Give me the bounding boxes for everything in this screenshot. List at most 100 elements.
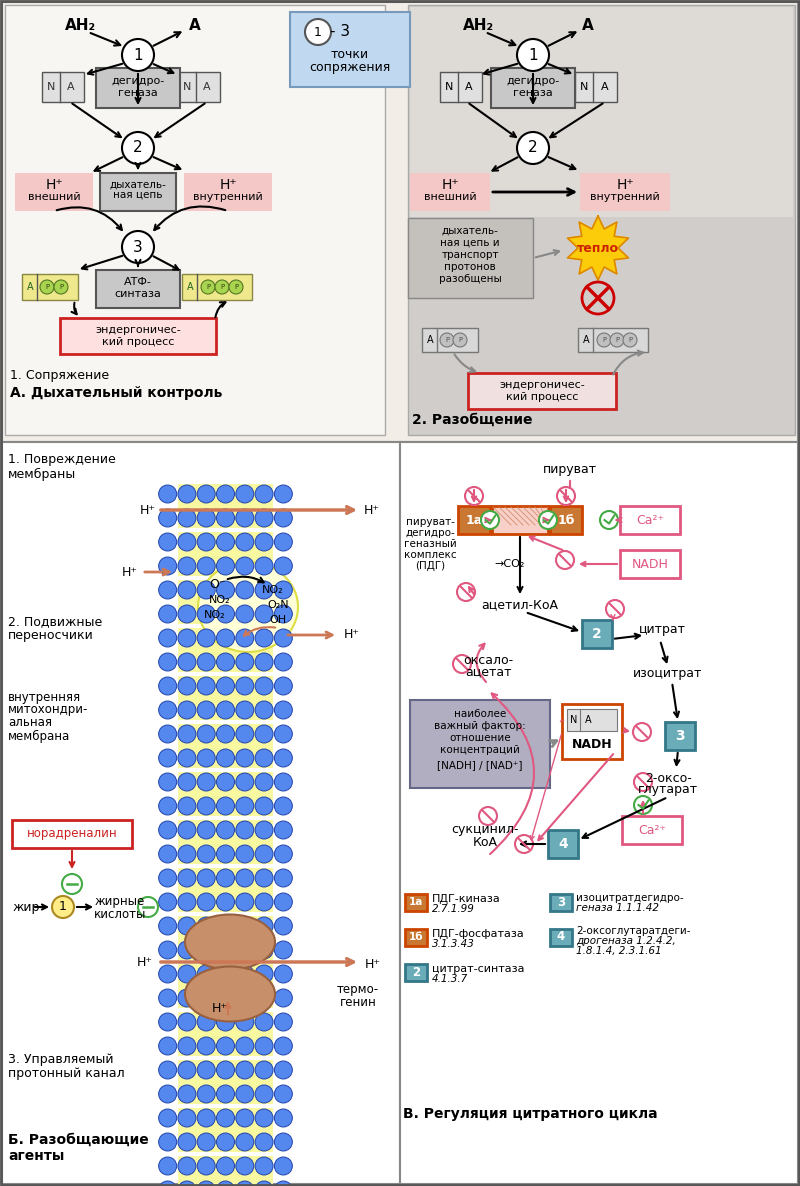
Bar — [550, 506, 582, 534]
Text: КоА: КоА — [473, 835, 498, 848]
Circle shape — [255, 1037, 273, 1056]
Circle shape — [274, 844, 292, 863]
Text: Н⁺: Н⁺ — [45, 178, 63, 192]
Circle shape — [217, 1013, 234, 1031]
Circle shape — [158, 1181, 177, 1186]
Text: 1б: 1б — [558, 514, 574, 527]
Text: пируват: пируват — [543, 464, 597, 477]
Circle shape — [236, 1109, 254, 1127]
Text: А: А — [582, 18, 594, 32]
Polygon shape — [567, 216, 629, 280]
Bar — [468, 374, 616, 409]
Circle shape — [158, 1109, 177, 1127]
Text: A: A — [26, 282, 34, 292]
Circle shape — [158, 917, 177, 935]
Bar — [42, 72, 84, 102]
Circle shape — [305, 19, 331, 45]
Bar — [178, 868, 273, 912]
Text: комплекс: комплекс — [404, 550, 456, 560]
Text: 3. Управляемый: 3. Управляемый — [8, 1053, 114, 1066]
Text: жирные: жирные — [95, 895, 145, 908]
Circle shape — [255, 1061, 273, 1079]
Circle shape — [178, 773, 196, 791]
Text: норадреналин: норадреналин — [26, 828, 118, 841]
Circle shape — [255, 1085, 273, 1103]
Text: отношение: отношение — [449, 733, 511, 742]
Circle shape — [236, 581, 254, 599]
Text: N: N — [47, 82, 55, 93]
Bar — [178, 580, 273, 624]
Text: 2-оксо-: 2-оксо- — [645, 772, 691, 784]
Circle shape — [198, 605, 215, 623]
Circle shape — [255, 750, 273, 767]
Circle shape — [600, 511, 618, 529]
Text: 1а: 1а — [409, 897, 423, 907]
Circle shape — [255, 1109, 273, 1127]
Text: P: P — [45, 283, 49, 291]
Circle shape — [255, 557, 273, 575]
Text: N: N — [445, 82, 453, 93]
Text: P: P — [602, 337, 606, 343]
Circle shape — [217, 533, 234, 551]
Circle shape — [236, 1133, 254, 1150]
Circle shape — [178, 1061, 196, 1079]
Text: Н⁺: Н⁺ — [365, 958, 381, 971]
Circle shape — [178, 869, 196, 887]
Circle shape — [198, 869, 215, 887]
Bar — [491, 68, 575, 108]
Circle shape — [217, 725, 234, 742]
Text: пируват-: пируват- — [406, 517, 454, 527]
Circle shape — [217, 677, 234, 695]
Circle shape — [274, 797, 292, 815]
Circle shape — [158, 844, 177, 863]
Text: 2: 2 — [528, 140, 538, 155]
Bar — [178, 1156, 273, 1186]
Circle shape — [217, 917, 234, 935]
Circle shape — [198, 509, 215, 527]
Circle shape — [217, 940, 234, 959]
Bar — [96, 68, 180, 108]
Circle shape — [274, 940, 292, 959]
Text: изоцитратдегидро-: изоцитратдегидро- — [576, 893, 684, 903]
Circle shape — [255, 1158, 273, 1175]
Circle shape — [255, 821, 273, 839]
Circle shape — [255, 605, 273, 623]
Text: Н⁺: Н⁺ — [212, 1002, 228, 1015]
Bar — [562, 704, 622, 759]
Bar — [410, 700, 550, 788]
Text: NADH: NADH — [631, 557, 669, 570]
Circle shape — [255, 869, 273, 887]
Text: внешний: внешний — [424, 192, 476, 202]
Bar — [15, 173, 93, 211]
Circle shape — [274, 750, 292, 767]
Text: A: A — [67, 82, 75, 93]
Circle shape — [274, 1109, 292, 1127]
Bar — [410, 173, 490, 211]
Circle shape — [606, 600, 624, 618]
Text: ная цепь и: ная цепь и — [440, 238, 500, 248]
Circle shape — [274, 677, 292, 695]
Circle shape — [217, 701, 234, 719]
Text: внутренний: внутренний — [193, 192, 263, 202]
Circle shape — [229, 280, 243, 294]
Circle shape — [198, 1061, 215, 1079]
Ellipse shape — [185, 967, 275, 1021]
Circle shape — [158, 1037, 177, 1056]
Bar — [178, 723, 273, 769]
Circle shape — [634, 773, 652, 791]
Circle shape — [610, 333, 624, 347]
Circle shape — [178, 581, 196, 599]
Text: P: P — [59, 283, 63, 291]
Text: протонов: протонов — [444, 262, 496, 272]
Circle shape — [274, 989, 292, 1007]
Circle shape — [158, 605, 177, 623]
Text: O⁻: O⁻ — [210, 579, 226, 592]
Text: Н⁺: Н⁺ — [344, 629, 360, 642]
Text: точки: точки — [331, 49, 369, 62]
Circle shape — [178, 557, 196, 575]
Text: внутренний: внутренний — [590, 192, 660, 202]
Circle shape — [236, 1037, 254, 1056]
Circle shape — [217, 869, 234, 887]
Text: 2. Подвижные: 2. Подвижные — [8, 616, 102, 629]
Circle shape — [236, 869, 254, 887]
